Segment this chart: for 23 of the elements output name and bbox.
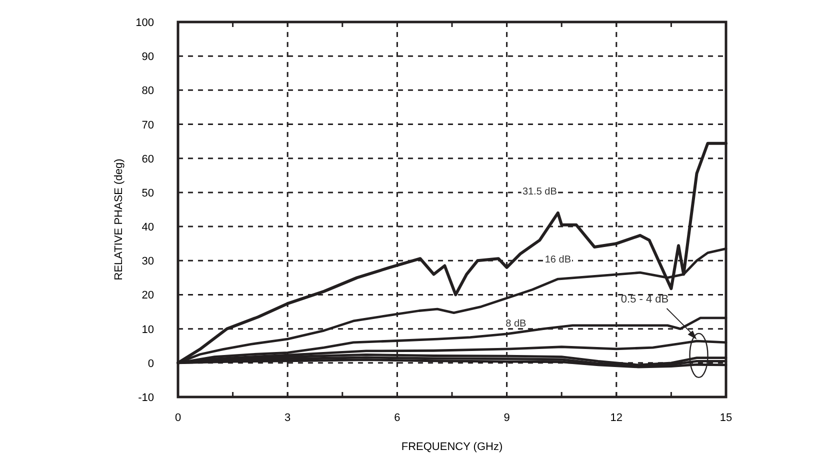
x-tick-label: 3 <box>284 412 291 424</box>
series-label: 16 dB <box>544 254 572 266</box>
x-axis-title: FREQUENCY (GHz) <box>401 441 503 453</box>
y-tick-label: 50 <box>142 187 154 200</box>
x-tick-label: 0 <box>174 412 182 424</box>
annotation: 0.5 - 4 dB <box>620 293 669 306</box>
y-tick-label: 20 <box>142 290 154 302</box>
y-tick-label: 100 <box>136 17 154 29</box>
x-tick-label: 12 <box>610 412 623 424</box>
y-tick-label: 40 <box>142 222 154 234</box>
y-tick-label: 90 <box>142 51 154 64</box>
x-tick-label: 9 <box>504 412 510 424</box>
y-axis-title: RELATIVE PHASE (deg) <box>113 158 125 280</box>
y-tick-label: 70 <box>142 119 154 132</box>
y-tick-label: 10 <box>142 324 154 336</box>
x-tick-label: 15 <box>720 412 732 424</box>
x-tick-label: 6 <box>394 412 400 424</box>
series-label: 31.5 dB <box>522 186 558 198</box>
y-tick-label: -10 <box>138 392 154 404</box>
y-tick-label: 30 <box>142 256 154 268</box>
y-tick-label: 0 <box>148 358 154 370</box>
y-tick-label: 60 <box>142 153 154 166</box>
y-tick-label: 80 <box>142 85 154 98</box>
